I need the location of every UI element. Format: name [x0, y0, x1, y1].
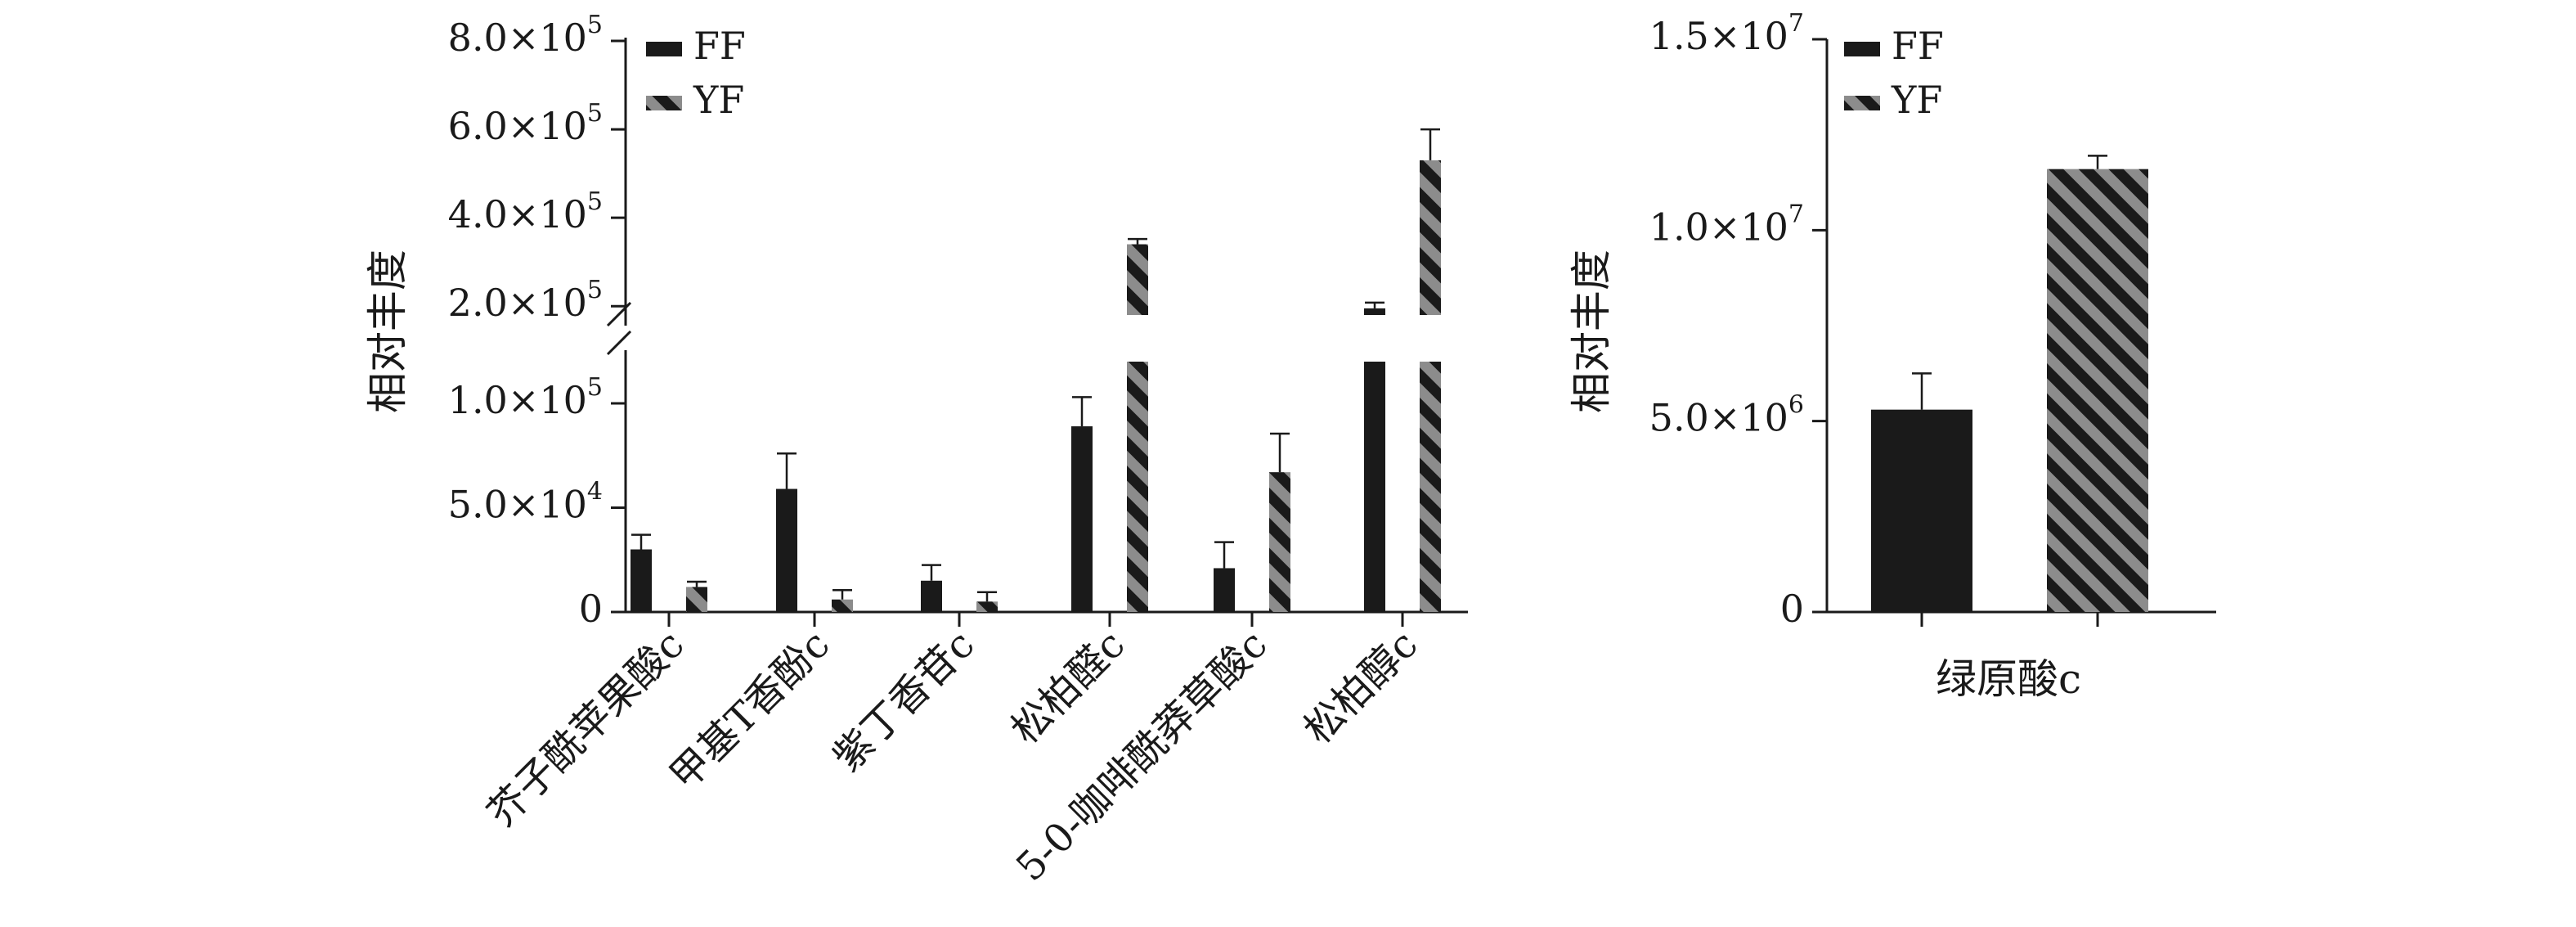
left-bar-yf-upper: [1127, 244, 1148, 315]
right-y-axis-label: 相对丰度: [1568, 250, 1615, 413]
right-y-tick-label: 1.0×107: [1649, 200, 1804, 249]
right-y-tick-label: 0: [1780, 587, 1804, 631]
left-bar-yf: [976, 601, 998, 612]
left-category-label: 5-0-咖啡酰莽草酸c: [1008, 622, 1276, 890]
left-y-tick-label: 4.0×105: [448, 187, 603, 236]
left-bar-ff-upper: [1364, 308, 1385, 315]
left-y-axis-label: 相对丰度: [364, 250, 411, 413]
left-y-tick-label: 2.0×105: [448, 276, 603, 325]
left-legend-label-ff: FF: [693, 24, 746, 68]
left-bar-yf: [832, 599, 853, 612]
left-bar-ff-lower: [1364, 362, 1385, 612]
right-legend-label-ff: FF: [1892, 24, 1944, 68]
left-bar-yf: [686, 587, 707, 612]
left-y-tick-label: 5.0×104: [448, 478, 603, 527]
right-y-tick-label: 1.5×107: [1649, 9, 1804, 58]
left-legend-swatch-ff: [646, 42, 682, 56]
left-category-label: 松柏醇c: [1295, 622, 1426, 753]
right-bar-yf: [2047, 169, 2148, 612]
left-bar-ff: [921, 580, 942, 612]
left-bar-ff: [631, 549, 652, 612]
left-legend-label-yf: YF: [693, 78, 744, 122]
right-legend-swatch-yf: [1844, 96, 1880, 110]
left-bar-chart: 0 5.0×104 1.0×105 2.0×105 4.0×105 6.0×105 8.0×…: [364, 11, 1468, 890]
left-bar-ff: [1071, 426, 1093, 612]
right-y-tick-label: 5.0×106: [1649, 391, 1804, 440]
left-bar-yf-upper: [1420, 160, 1441, 315]
right-legend-swatch-ff: [1844, 42, 1880, 56]
left-category-label: 松柏醛c: [1003, 622, 1133, 753]
right-category-label: 绿原酸c: [1936, 655, 2081, 703]
left-bar-ff: [776, 488, 797, 612]
left-category-label: 芥子酰苹果酸c: [478, 622, 693, 836]
left-bar-yf-lower: [1420, 362, 1441, 612]
left-y-tick-label: 8.0×105: [448, 11, 603, 60]
left-category-label: 甲基T香酚c: [661, 622, 838, 799]
left-y-tick-label: 1.0×105: [448, 373, 603, 422]
left-y-tick-label: 0: [579, 587, 603, 631]
left-y-axis-break-mark-2: [606, 301, 632, 327]
left-bar-yf-lower: [1127, 362, 1148, 612]
left-y-tick-label: 6.0×105: [448, 99, 603, 148]
right-bar-ff: [1871, 409, 1972, 612]
right-legend-label-yf: YF: [1891, 78, 1942, 122]
left-legend-swatch-yf: [646, 96, 682, 110]
left-category-label: 紫丁香苷c: [824, 622, 983, 781]
left-bar-yf: [1269, 472, 1290, 612]
left-y-axis-break-mark-1: [606, 330, 632, 356]
left-bar-ff: [1214, 568, 1235, 612]
